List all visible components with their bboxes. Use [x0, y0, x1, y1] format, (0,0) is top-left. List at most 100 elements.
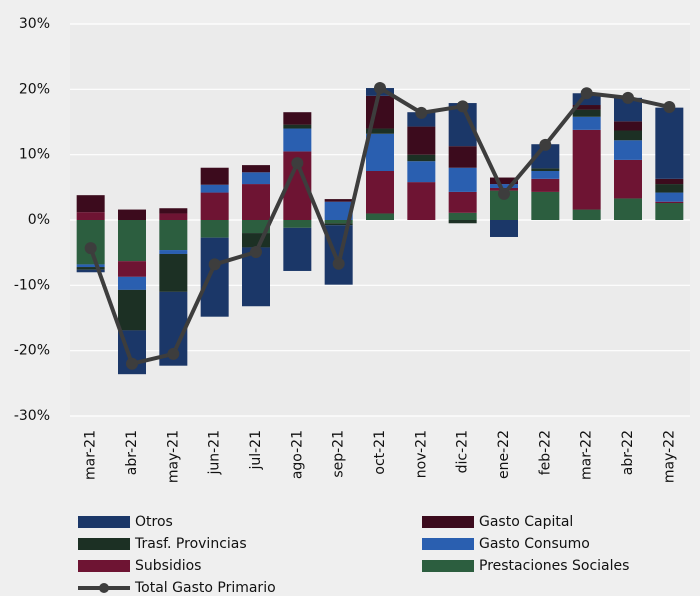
y-tick-label: 30% [19, 16, 50, 32]
bar-segment [76, 195, 105, 213]
x-tick-label: abr-21 [124, 430, 140, 475]
bar-segment [324, 225, 353, 285]
bar-segment [76, 212, 105, 220]
bar-segment [531, 178, 560, 192]
bar-segment [407, 161, 436, 183]
x-tick-label: nov-21 [413, 430, 429, 478]
bar-segment [655, 178, 684, 185]
bar-segment [200, 192, 229, 220]
bar-segment [572, 116, 601, 130]
x-tick-label: jun-21 [207, 430, 223, 476]
x-tick-label: jul-21 [248, 430, 264, 471]
bar-segment [200, 167, 229, 185]
bar-segment [655, 203, 684, 220]
bar-segment [159, 213, 188, 220]
legend-label: Gasto Capital [479, 514, 573, 530]
bar-segment [159, 208, 188, 214]
legend-swatch [78, 538, 130, 550]
bar-segment [242, 165, 270, 173]
line-point [167, 347, 180, 360]
line-point [84, 242, 97, 255]
bar-segment [159, 220, 188, 251]
legend-swatch [78, 516, 130, 528]
bar-segment [366, 133, 394, 171]
line-point [415, 106, 428, 119]
legend-label: Trasf. Provincias [134, 536, 247, 552]
y-tick-label: 0% [28, 212, 50, 228]
bar-segment [283, 124, 312, 129]
line-point [498, 187, 510, 200]
bar-segment [407, 112, 436, 127]
y-tick-label: -10% [14, 277, 50, 293]
bar-segment [366, 128, 394, 134]
bar-segment [614, 140, 642, 160]
line-point [291, 157, 304, 170]
legend-swatch [422, 516, 474, 528]
bar-segment [448, 220, 477, 224]
bar-segment [76, 264, 105, 268]
x-tick-label: may-21 [165, 430, 181, 483]
bar-segment [118, 220, 146, 262]
bar-segment [366, 213, 394, 220]
bar-segment [324, 199, 353, 202]
bar-segment [242, 184, 270, 220]
bar-segment [448, 167, 477, 192]
line-point [539, 138, 552, 151]
y-tick-label: 20% [19, 81, 50, 97]
y-tick-label: -20% [14, 343, 50, 359]
bar-segment [200, 220, 229, 238]
x-tick-label: may-22 [661, 430, 677, 483]
x-tick-label: mar-21 [83, 430, 99, 480]
legend-label: Gasto Consumo [479, 536, 590, 552]
bar-segment [531, 171, 560, 179]
x-tick-label: oct-21 [372, 430, 388, 475]
bar-segment [324, 223, 353, 226]
y-tick-label: -30% [14, 408, 50, 424]
bar-segment [614, 121, 642, 131]
bar-segment [655, 201, 684, 204]
bar-segment [531, 168, 560, 171]
bar-segment [490, 220, 518, 237]
bar-segment [572, 105, 601, 110]
x-tick-label: feb-22 [537, 430, 553, 475]
bar-segment [614, 159, 642, 199]
bar-segment [448, 146, 477, 168]
x-tick-label: sep-21 [331, 430, 347, 478]
bar-segment [283, 128, 312, 152]
bar-segment [407, 126, 436, 155]
line-point [374, 82, 386, 95]
line-point [250, 246, 262, 259]
bar-segment [242, 220, 270, 234]
bar-segment [200, 184, 229, 193]
line-point [622, 91, 634, 104]
bar-segment [614, 97, 642, 122]
bar-segment [655, 184, 684, 193]
bar-segment [407, 182, 436, 220]
bar-segment [572, 129, 601, 210]
bar-segment [531, 191, 560, 220]
line-point [126, 357, 138, 370]
line-point [456, 100, 469, 113]
bar-segment [283, 220, 312, 228]
bar-segment [159, 253, 188, 292]
x-tick-label: dic-21 [455, 430, 471, 473]
line-point [663, 100, 676, 113]
bar-segment [283, 112, 312, 125]
x-tick-label: ene-22 [496, 430, 512, 479]
bar-segment [159, 250, 188, 254]
bar-segment [490, 184, 518, 188]
bar-segment [324, 201, 353, 220]
line-point [332, 257, 345, 270]
x-tick-label: abr-22 [620, 430, 636, 475]
legend-swatch [422, 538, 474, 550]
bar-segment [572, 209, 601, 220]
legend-swatch [78, 560, 130, 572]
bar-segment [407, 154, 436, 162]
bar-segment [614, 130, 642, 141]
bar-segment [448, 191, 477, 213]
bar-segment [118, 276, 146, 290]
bar-segment [118, 209, 146, 220]
bar-segment [490, 177, 518, 185]
